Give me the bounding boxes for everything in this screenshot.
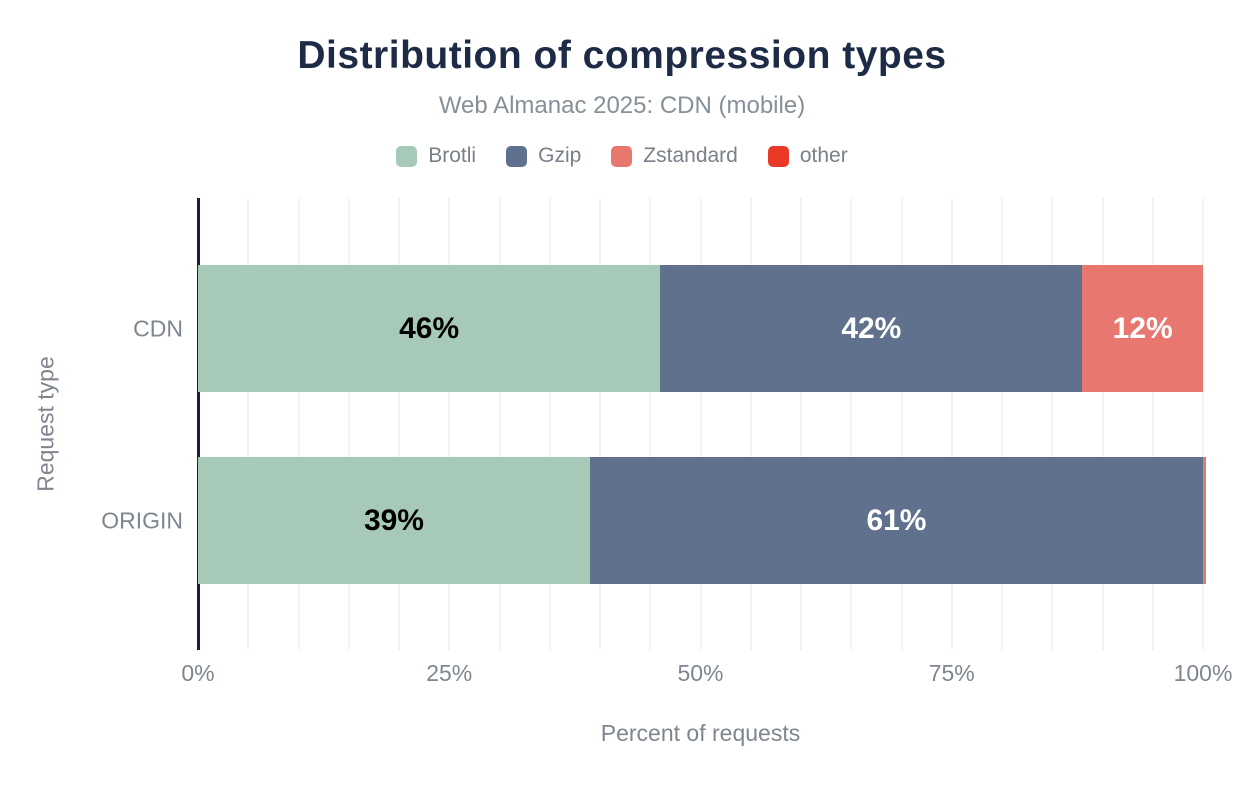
bar-value-label: 12% [1112, 311, 1173, 345]
x-tick-label-50: 50% [677, 660, 724, 686]
legend-label: Gzip [538, 144, 582, 167]
x-tick-label-100: 100% [1173, 660, 1233, 686]
gridline-25 [448, 198, 451, 650]
bar-segment-cdn-brotli[interactable]: 46% [198, 265, 661, 392]
gridline-70 [900, 198, 903, 650]
legend-label: Zstandard [643, 144, 738, 167]
gridline-15 [347, 198, 350, 650]
legend-swatch-other [767, 145, 789, 167]
y-axis-title: Request type [32, 356, 59, 492]
bar-segment-cdn-zstandard[interactable]: 12% [1082, 265, 1203, 392]
legend-label: Brotli [428, 144, 477, 167]
bar-value-label: 46% [399, 311, 460, 345]
gridline-30 [498, 198, 501, 650]
gridline-100 [1202, 198, 1204, 650]
gridline-90 [1101, 198, 1104, 650]
bar-segment-origin-gzip[interactable]: 61% [589, 457, 1203, 584]
gridline-85 [1051, 198, 1054, 650]
bar-segment-cdn-gzip[interactable]: 42% [660, 265, 1083, 392]
x-tick-label-25: 25% [426, 660, 473, 686]
gridline-40 [599, 198, 601, 650]
legend-item-brotli[interactable]: Brotli [396, 144, 476, 168]
plot-area: 46% 42% 12% 39% 61% [197, 198, 1206, 650]
x-tick-label-75: 75% [928, 660, 975, 686]
gridline-65 [850, 198, 853, 650]
bar-value-label: 42% [841, 311, 902, 345]
gridline-5 [247, 198, 250, 650]
bar-segment-origin-zstandard[interactable] [1203, 457, 1206, 584]
legend-swatch-gzip [506, 145, 528, 167]
gridline-35 [548, 198, 551, 650]
legend-swatch-brotli [396, 145, 418, 167]
bar-value-label: 61% [866, 503, 927, 537]
bar-row-cdn: 46% 42% 12% [198, 265, 1203, 392]
legend-item-gzip[interactable]: Gzip [506, 144, 581, 168]
gridline-50 [699, 198, 702, 650]
gridline-75 [950, 198, 953, 650]
bar-row-origin: 39% 61% [198, 457, 1206, 584]
chart-subtitle: Web Almanac 2025: CDN (mobile) [438, 92, 806, 119]
bar-value-label: 39% [363, 503, 424, 537]
y-axis-line [197, 198, 200, 650]
gridline-55 [749, 198, 752, 650]
gridline-45 [649, 198, 652, 650]
legend: Brotli Gzip Zstandard other [0, 144, 1244, 168]
chart-title: Distribution of compression types [297, 34, 947, 77]
legend-item-other[interactable]: other [767, 144, 848, 168]
gridline-10 [297, 198, 300, 650]
legend-swatch-zstandard [611, 145, 633, 167]
x-axis-title: Percent of requests [600, 720, 801, 746]
bar-segment-origin-brotli[interactable]: 39% [198, 457, 590, 584]
gridline-80 [1001, 198, 1003, 650]
x-tick-label-0: 0% [181, 660, 215, 686]
category-label-origin: ORIGIN [101, 507, 183, 533]
gridline-60 [800, 198, 802, 650]
legend-label: other [799, 144, 848, 167]
gridline-95 [1151, 198, 1154, 650]
category-label-cdn: CDN [133, 315, 183, 341]
gridline-20 [398, 198, 400, 650]
legend-item-zstandard[interactable]: Zstandard [611, 144, 738, 168]
